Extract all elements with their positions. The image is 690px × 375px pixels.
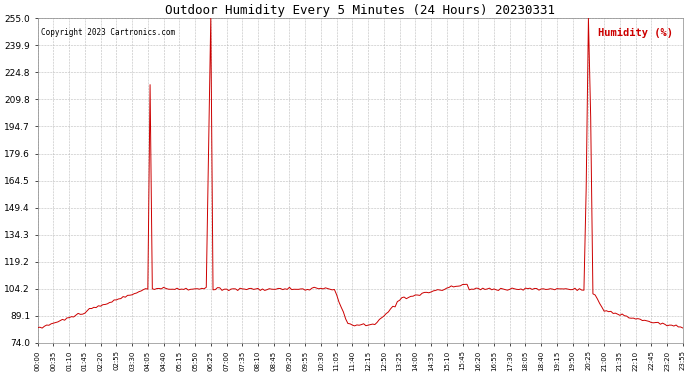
Title: Outdoor Humidity Every 5 Minutes (24 Hours) 20230331: Outdoor Humidity Every 5 Minutes (24 Hou… — [166, 4, 555, 17]
Text: Humidity (%): Humidity (%) — [598, 28, 673, 38]
Text: Copyright 2023 Cartronics.com: Copyright 2023 Cartronics.com — [41, 28, 175, 37]
